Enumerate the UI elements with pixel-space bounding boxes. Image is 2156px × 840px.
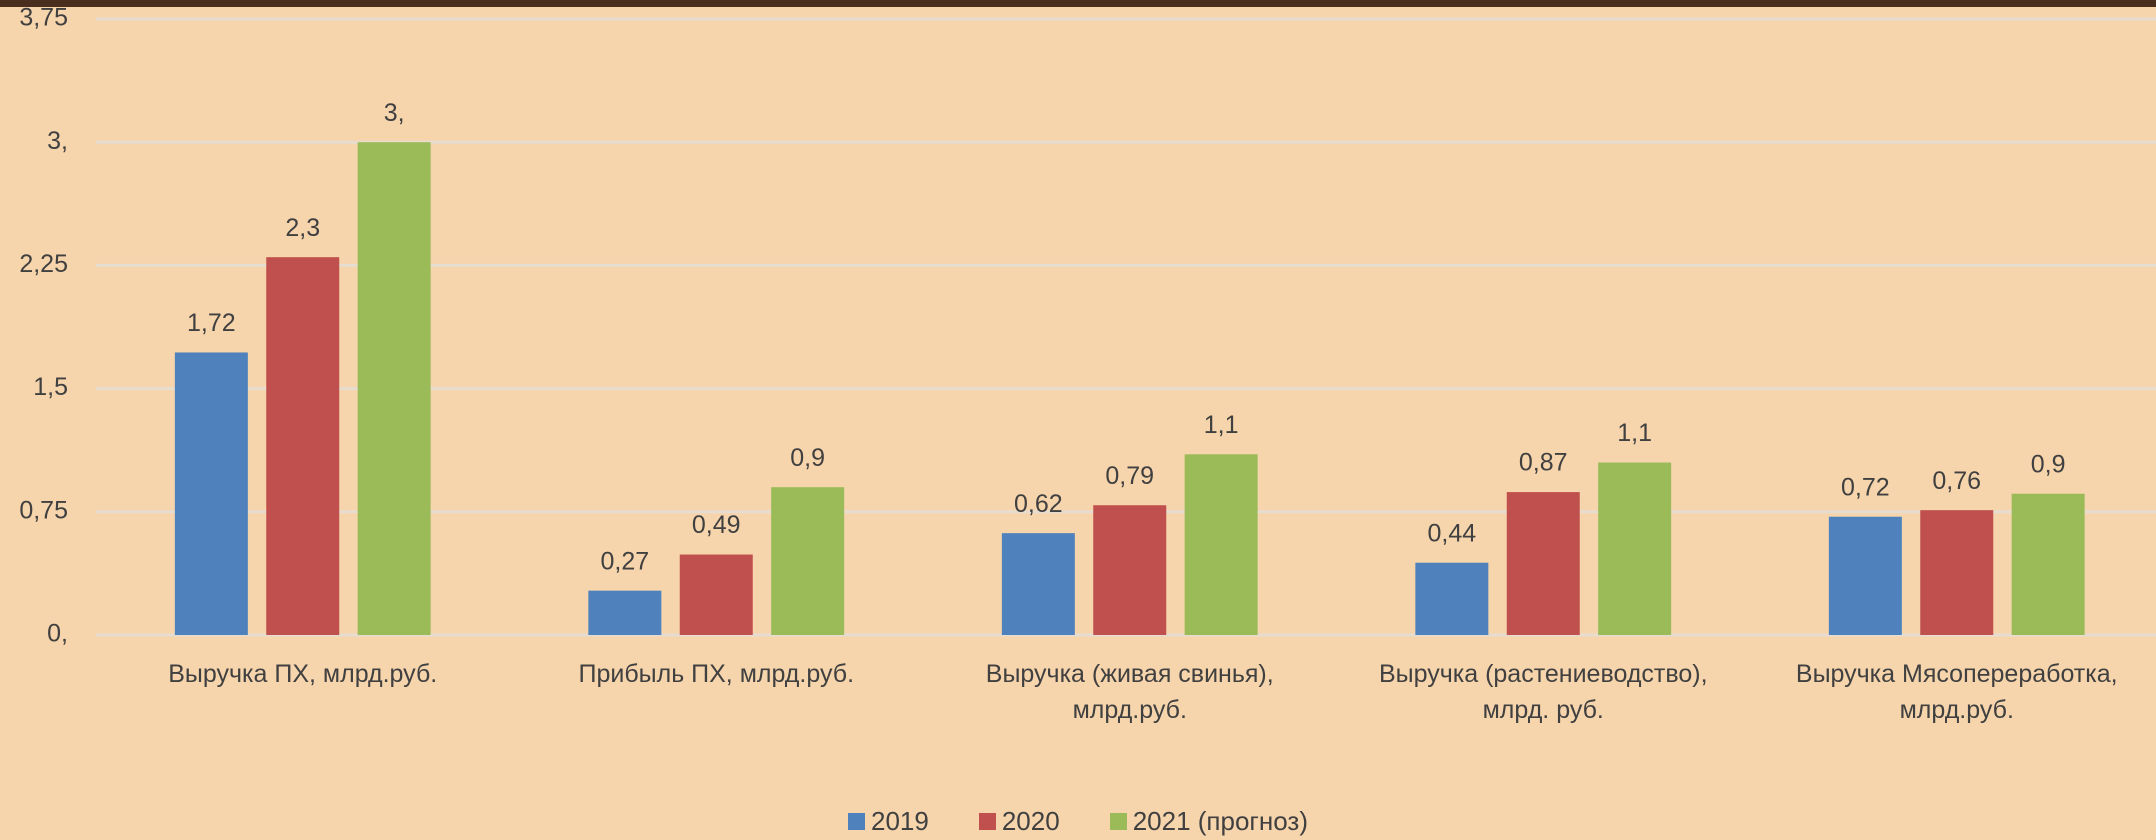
bar [588, 591, 661, 635]
data-label: 0,9 [790, 444, 825, 472]
legend: 2019 2020 2021 (прогноз) [0, 806, 2156, 837]
bar [1829, 517, 1902, 635]
legend-swatch [1110, 813, 1127, 830]
legend-item: 2019 [848, 806, 929, 837]
x-tick-label: Выручка ПХ, млрд.руб. [103, 656, 503, 692]
page: 0, 0,75 1,5 2,25 3, 3,75 1,72 2,3 3, 0,27 0,49 0,9 0… [0, 0, 2156, 840]
bar [680, 555, 753, 635]
bar [2012, 494, 2085, 635]
data-label: 3, [384, 99, 405, 127]
data-label: 1,72 [187, 309, 236, 337]
x-tick-label: Выручка Мясопереработка, млрд.руб. [1757, 656, 2156, 728]
data-label: 1,1 [1204, 411, 1239, 439]
y-tick-label: 2,25 [19, 250, 68, 278]
legend-item: 2021 (прогноз) [1110, 806, 1308, 837]
legend-swatch [848, 813, 865, 830]
data-label: 0,49 [692, 511, 741, 539]
data-label: 0,76 [1932, 467, 1981, 495]
data-label: 1,1 [1617, 419, 1652, 447]
bar [1415, 563, 1488, 635]
data-label: 0,9 [2031, 450, 2066, 478]
legend-item: 2020 [979, 806, 1060, 837]
legend-label: 2019 [871, 806, 929, 837]
data-label: 2,3 [285, 214, 320, 242]
data-label: 0,62 [1014, 490, 1063, 518]
data-label: 0,87 [1519, 449, 1568, 477]
data-label: 0,79 [1105, 462, 1154, 490]
bar [358, 142, 431, 635]
legend-label: 2020 [1002, 806, 1060, 837]
data-label: 0,27 [601, 547, 650, 575]
y-tick-label: 3, [47, 127, 68, 155]
x-tick-label: Выручка (растениеводство), млрд. руб. [1343, 656, 1743, 728]
y-tick-label: 1,5 [33, 373, 68, 401]
bar [1920, 510, 1993, 635]
legend-swatch [979, 813, 996, 830]
bar [1185, 454, 1258, 635]
legend-label: 2021 (прогноз) [1133, 806, 1308, 837]
data-label: 0,72 [1841, 473, 1890, 501]
bar [1002, 533, 1075, 635]
bar [1598, 463, 1671, 635]
bar [175, 352, 248, 635]
y-tick-label: 0, [47, 620, 68, 648]
bar [266, 257, 339, 635]
bar [1093, 505, 1166, 635]
data-label: 0,44 [1428, 519, 1477, 547]
x-tick-label: Выручка (живая свинья), млрд.руб. [930, 656, 1330, 728]
y-tick-label: 3,75 [19, 4, 68, 32]
y-tick-label: 0,75 [19, 496, 68, 524]
bar [771, 487, 844, 635]
bar [1507, 492, 1580, 635]
x-tick-label: Прибыль ПХ, млрд.руб. [516, 656, 916, 692]
